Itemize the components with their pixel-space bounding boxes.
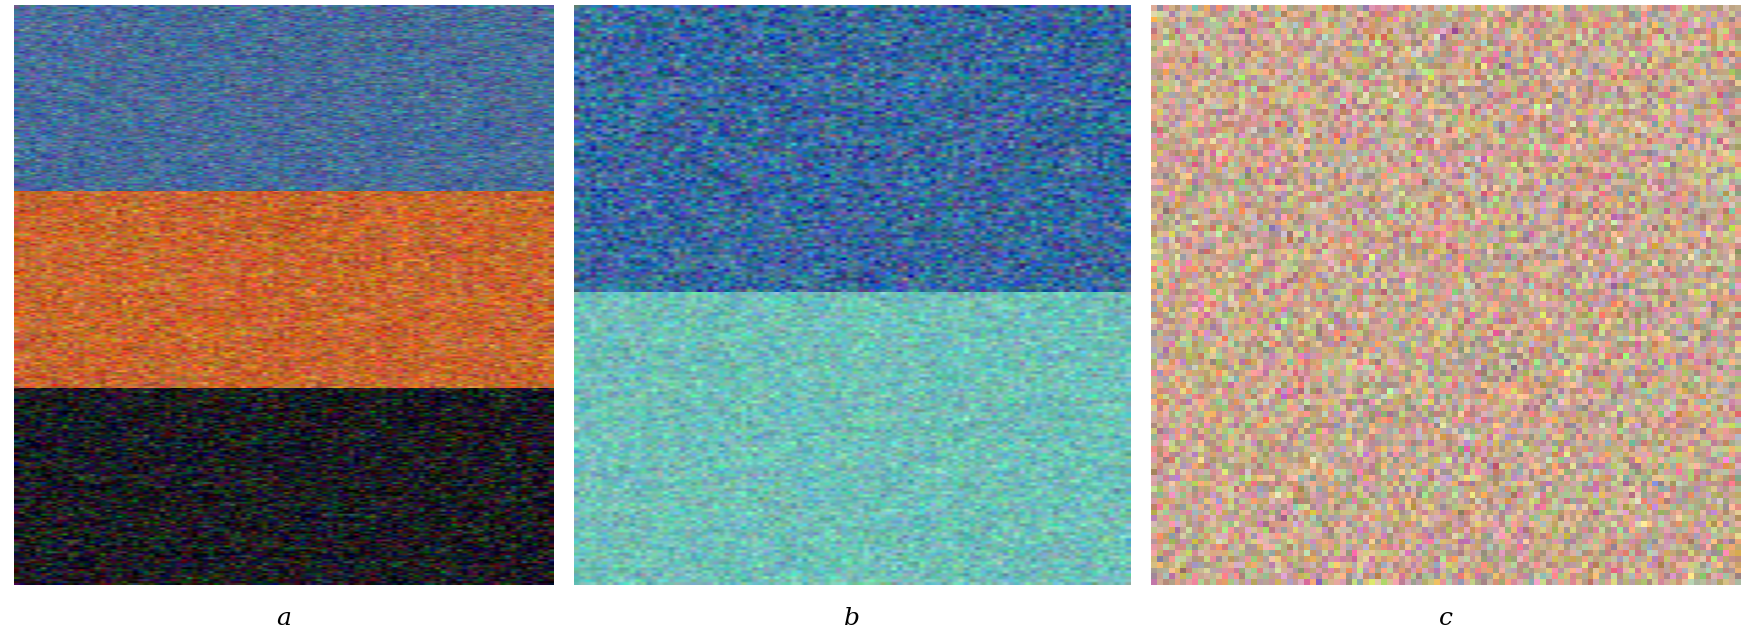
Text: b: b xyxy=(844,607,861,630)
Text: a: a xyxy=(276,607,290,630)
Text: c: c xyxy=(1438,607,1452,630)
